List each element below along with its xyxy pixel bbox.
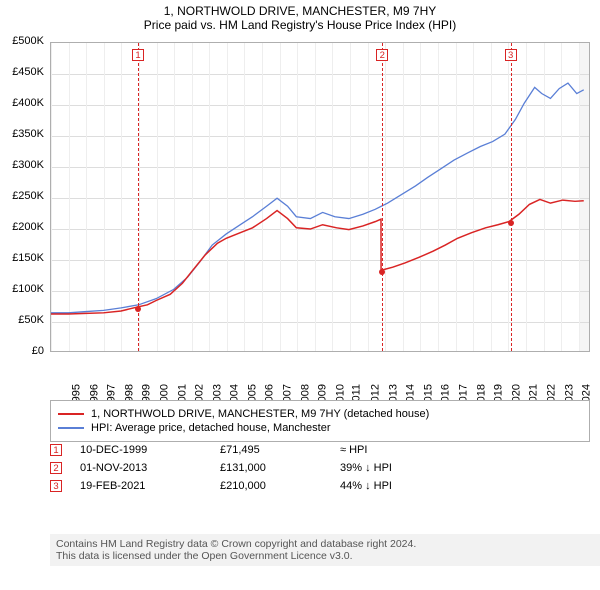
y-tick-label: £200K	[0, 221, 44, 233]
page-title: 1, NORTHWOLD DRIVE, MANCHESTER, M9 7HY	[0, 0, 600, 18]
legend-label: HPI: Average price, detached house, Manc…	[91, 422, 331, 434]
legend-label: 1, NORTHWOLD DRIVE, MANCHESTER, M9 7HY (…	[91, 408, 429, 420]
note-row: 1 10-DEC-1999£71,495≈ HPI	[50, 444, 440, 456]
y-tick-label: £0	[0, 345, 44, 357]
sale-dot	[508, 220, 514, 226]
y-tick-label: £250K	[0, 190, 44, 202]
credits-line1: Contains HM Land Registry data © Crown c…	[56, 538, 596, 550]
sale-vline	[511, 43, 512, 351]
series-hpi	[51, 83, 584, 313]
y-tick-label: £450K	[0, 66, 44, 78]
sale-marker: 1	[132, 49, 144, 61]
y-tick-label: £300K	[0, 159, 44, 171]
y-tick-label: £500K	[0, 35, 44, 47]
sale-dot	[135, 306, 141, 312]
y-tick-label: £350K	[0, 128, 44, 140]
note-marker: 2	[50, 462, 62, 474]
y-tick-label: £100K	[0, 283, 44, 295]
legend-swatch	[58, 427, 84, 429]
page-subtitle: Price paid vs. HM Land Registry's House …	[0, 18, 600, 36]
note-date: 19-FEB-2021	[80, 480, 220, 492]
note-date: 10-DEC-1999	[80, 444, 220, 456]
note-price: £210,000	[220, 480, 340, 492]
legend: 1, NORTHWOLD DRIVE, MANCHESTER, M9 7HY (…	[50, 400, 590, 442]
sale-marker: 2	[376, 49, 388, 61]
sale-marker: 3	[505, 49, 517, 61]
series-property	[51, 199, 584, 314]
note-vs-hpi: 39% ↓ HPI	[340, 462, 440, 474]
y-tick-label: £150K	[0, 252, 44, 264]
chart-plot-area: 1 2 3	[50, 42, 590, 352]
note-row: 2 01-NOV-2013£131,00039% ↓ HPI	[50, 462, 440, 474]
note-price: £131,000	[220, 462, 340, 474]
note-date: 01-NOV-2013	[80, 462, 220, 474]
sale-vline	[382, 43, 383, 351]
y-tick-label: £50K	[0, 314, 44, 326]
note-marker: 3	[50, 480, 62, 492]
note-row: 3 19-FEB-2021£210,00044% ↓ HPI	[50, 480, 440, 492]
legend-row: 1, NORTHWOLD DRIVE, MANCHESTER, M9 7HY (…	[58, 408, 582, 420]
sale-notes: 1 10-DEC-1999£71,495≈ HPI 2 01-NOV-2013£131…	[50, 444, 440, 498]
legend-row: HPI: Average price, detached house, Manc…	[58, 422, 582, 434]
sale-dot	[379, 269, 385, 275]
y-tick-label: £400K	[0, 97, 44, 109]
note-vs-hpi: ≈ HPI	[340, 444, 440, 456]
credits: Contains HM Land Registry data © Crown c…	[50, 534, 600, 566]
note-vs-hpi: 44% ↓ HPI	[340, 480, 440, 492]
legend-swatch	[58, 413, 84, 415]
note-marker: 1	[50, 444, 62, 456]
note-price: £71,495	[220, 444, 340, 456]
credits-line2: This data is licensed under the Open Gov…	[56, 550, 596, 562]
